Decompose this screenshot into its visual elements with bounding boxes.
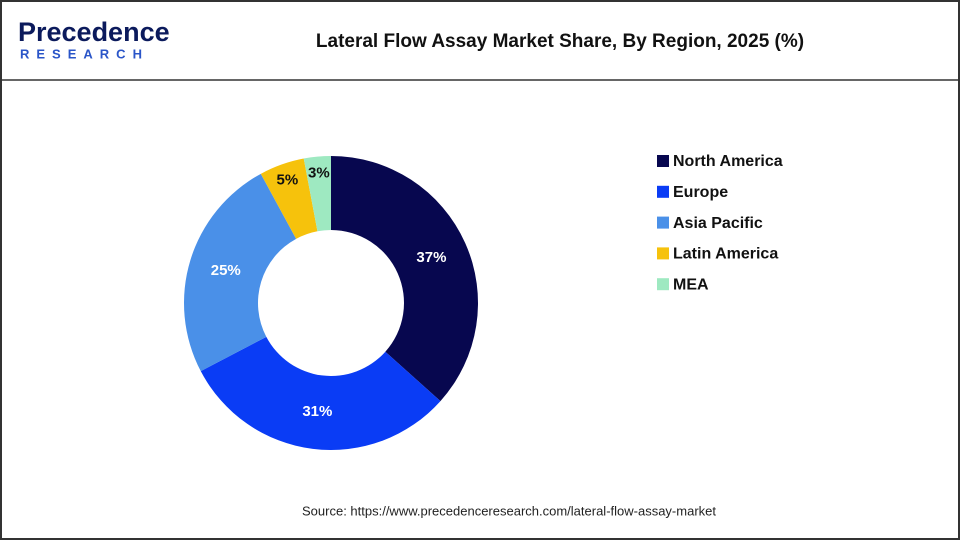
legend-swatch bbox=[657, 155, 669, 167]
data-label: 5% bbox=[277, 172, 299, 189]
logo-name: Precedence bbox=[18, 17, 170, 47]
donut-segment bbox=[200, 336, 441, 451]
chart-title: Lateral Flow Assay Market Share, By Regi… bbox=[316, 31, 804, 52]
legend-label: Europe bbox=[673, 184, 728, 201]
legend-swatch bbox=[657, 216, 669, 229]
logo-tagline: RESEARCH bbox=[20, 46, 149, 61]
legend-swatch bbox=[657, 247, 669, 260]
legend-swatch bbox=[657, 278, 669, 291]
donut-segment bbox=[260, 158, 318, 239]
legend-label: Asia Pacific bbox=[673, 215, 763, 232]
data-label: 25% bbox=[211, 262, 241, 279]
legend-label: Latin America bbox=[673, 246, 778, 263]
donut-segment bbox=[184, 173, 297, 372]
source: Source: https://www.precedenceresearch.c… bbox=[302, 503, 716, 518]
donut-segment bbox=[331, 156, 478, 402]
data-label: 37% bbox=[416, 249, 446, 266]
data-label: 3% bbox=[308, 165, 330, 182]
legend-label: North America bbox=[673, 153, 783, 170]
donut-segment bbox=[303, 156, 331, 232]
data-label: 31% bbox=[302, 403, 332, 420]
legend-swatch bbox=[657, 185, 669, 198]
legend-label: MEA bbox=[673, 276, 709, 293]
